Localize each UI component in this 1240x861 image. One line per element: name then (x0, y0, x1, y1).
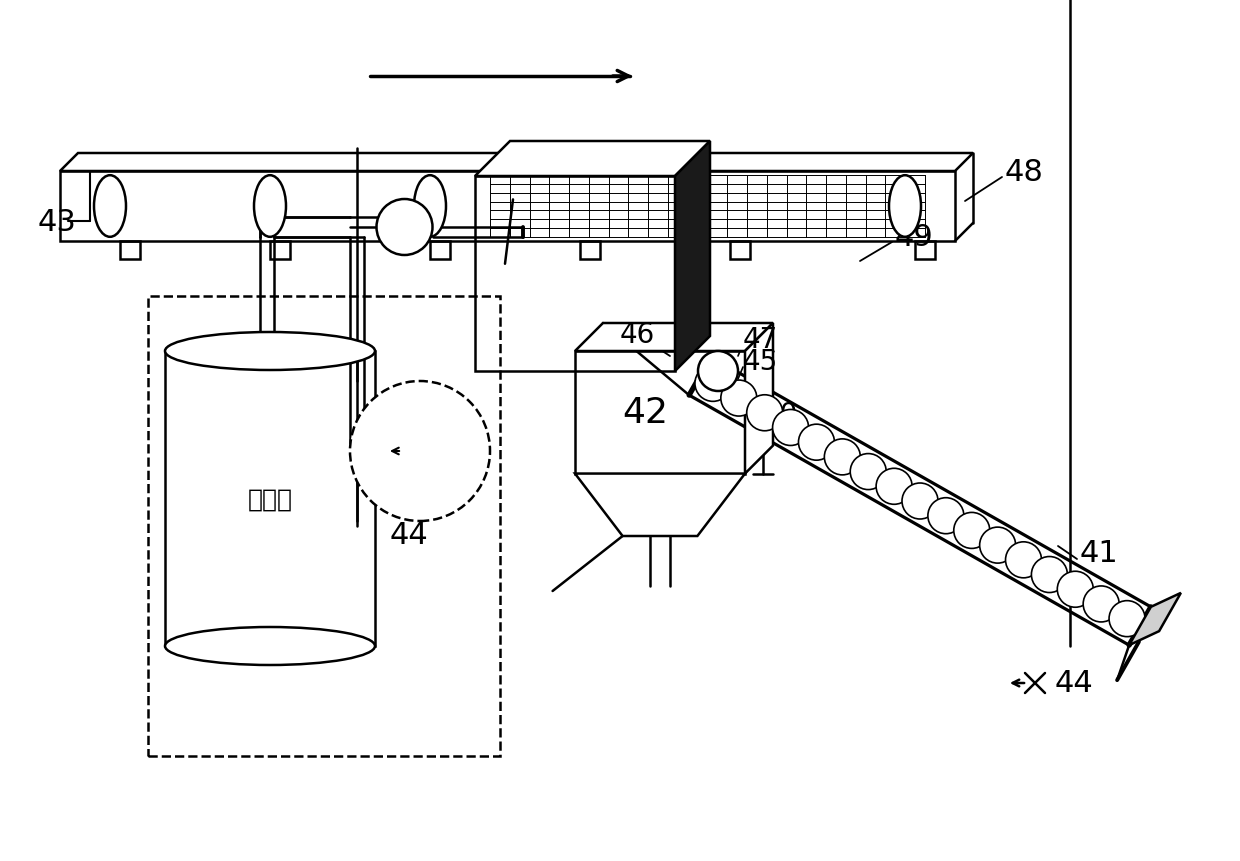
Text: 49: 49 (895, 222, 934, 251)
Circle shape (928, 499, 963, 534)
Circle shape (1084, 586, 1120, 623)
Polygon shape (60, 154, 973, 172)
Polygon shape (475, 142, 711, 177)
Circle shape (851, 454, 887, 490)
Bar (730, 242, 750, 260)
Circle shape (877, 468, 913, 505)
Polygon shape (1130, 593, 1180, 646)
Text: 40: 40 (763, 400, 799, 429)
Circle shape (1058, 572, 1094, 608)
Bar (915, 242, 935, 260)
Circle shape (825, 439, 861, 475)
Text: 44: 44 (1055, 669, 1094, 697)
Text: 42: 42 (622, 396, 668, 430)
Bar (430, 242, 450, 260)
Circle shape (377, 200, 433, 256)
Ellipse shape (165, 628, 374, 666)
Bar (270, 242, 290, 260)
Bar (475, 177, 675, 372)
Ellipse shape (94, 176, 126, 238)
Polygon shape (675, 142, 711, 372)
Circle shape (1109, 601, 1145, 637)
Ellipse shape (254, 176, 286, 238)
Text: 43: 43 (38, 208, 77, 236)
Polygon shape (575, 474, 745, 536)
Bar (165, 351, 374, 647)
Text: 48: 48 (1004, 158, 1044, 186)
Text: 储液罐: 储液罐 (248, 487, 293, 511)
Circle shape (1032, 557, 1068, 593)
Bar (60, 172, 955, 242)
Ellipse shape (165, 332, 374, 370)
Circle shape (694, 366, 730, 402)
Polygon shape (745, 324, 773, 474)
Circle shape (980, 528, 1016, 563)
Circle shape (1006, 542, 1042, 578)
Text: 45: 45 (743, 348, 779, 375)
Circle shape (698, 351, 738, 392)
Circle shape (350, 381, 490, 522)
Bar (120, 242, 140, 260)
Bar (575, 351, 745, 474)
Ellipse shape (414, 176, 446, 238)
Circle shape (954, 513, 990, 548)
Circle shape (799, 424, 835, 461)
Bar (580, 242, 600, 260)
Circle shape (720, 381, 756, 417)
Text: 47: 47 (743, 325, 779, 354)
Circle shape (901, 483, 937, 519)
Circle shape (773, 410, 808, 446)
Circle shape (746, 395, 782, 431)
Text: 41: 41 (1080, 539, 1118, 568)
Bar (148, 297, 500, 756)
Text: 46: 46 (620, 320, 655, 349)
Polygon shape (575, 324, 773, 351)
Ellipse shape (889, 176, 921, 238)
Text: 44: 44 (391, 520, 429, 548)
